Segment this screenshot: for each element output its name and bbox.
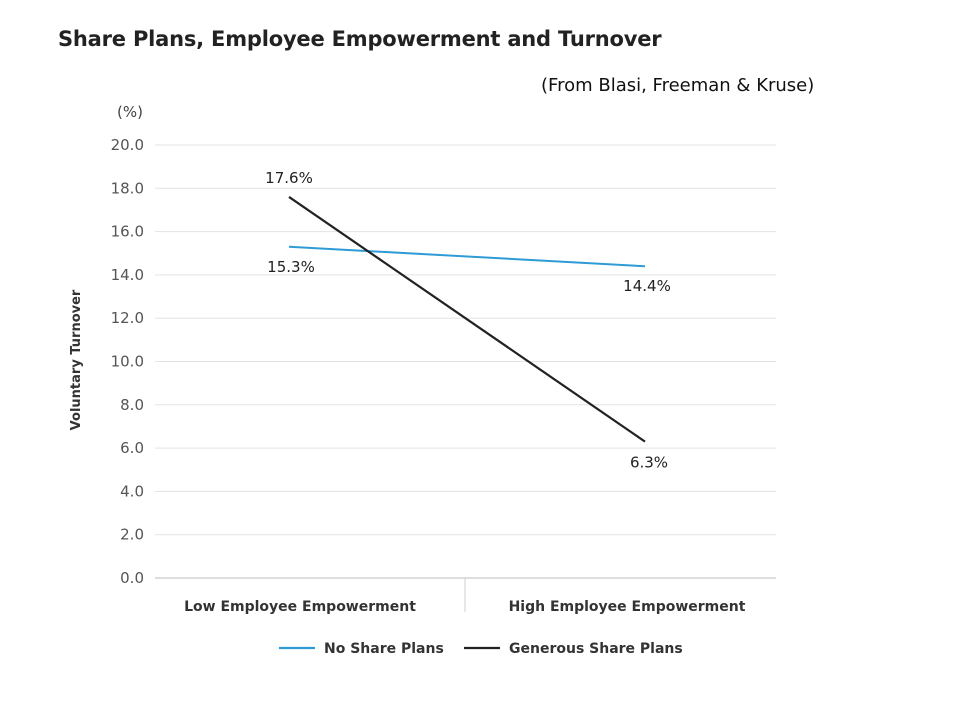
- series-line: [288, 245, 646, 268]
- y-tick-label: 12.0: [111, 309, 144, 327]
- x-category-label: High Employee Empowerment: [509, 599, 746, 615]
- data-labels: 15.3% 14.4% 17.6% 6.3%: [265, 169, 671, 472]
- y-unit-label: (%): [117, 103, 143, 121]
- y-tick-labels: 0.0 2.0 4.0 6.0 8.0 10.0 12.0 14.0 16.0 18.0 20.0: [111, 136, 144, 587]
- y-tick-label: 0.0: [120, 569, 144, 587]
- y-tick-label: 20.0: [111, 136, 144, 154]
- y-tick-label: 16.0: [111, 223, 144, 241]
- y-tick-label: 8.0: [120, 396, 144, 414]
- chart-source: (From Blasi, Freeman & Kruse): [541, 75, 815, 96]
- x-category-label: Low Employee Empowerment: [184, 599, 416, 615]
- y-tick-label: 14.0: [111, 266, 144, 284]
- legend: No Share Plans Generous Share Plans: [279, 641, 683, 657]
- y-tick-label: 18.0: [111, 179, 144, 197]
- y-tick-label: 6.0: [120, 439, 144, 457]
- series-lines: [288, 196, 646, 443]
- data-label: 15.3%: [267, 258, 315, 276]
- data-label: 17.6%: [265, 169, 313, 187]
- legend-label: Generous Share Plans: [509, 641, 683, 657]
- data-label: 6.3%: [630, 454, 668, 472]
- series-line: [288, 196, 646, 443]
- chart-title: Share Plans, Employee Empowerment and Tu…: [58, 27, 662, 51]
- legend-label: No Share Plans: [324, 641, 444, 657]
- y-axis-title: Voluntary Turnover: [69, 289, 84, 430]
- category-labels: Low Employee Empowerment High Employee Em…: [184, 599, 746, 615]
- y-tick-label: 10.0: [111, 353, 144, 371]
- data-label: 14.4%: [623, 277, 671, 295]
- gridlines: [155, 144, 776, 579]
- y-tick-label: 2.0: [120, 526, 144, 544]
- y-tick-label: 4.0: [120, 482, 144, 500]
